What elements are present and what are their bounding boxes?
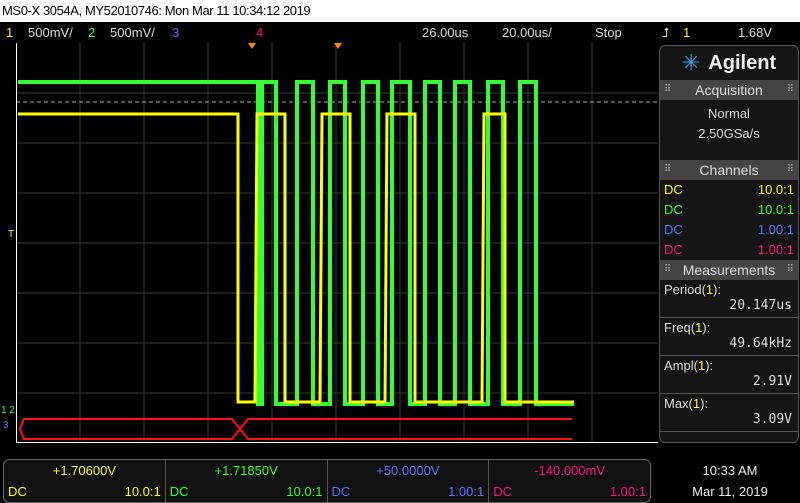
clock-date: Mar 11, 2019: [692, 484, 768, 499]
ch2-label[interactable]: 2: [88, 25, 96, 40]
sample-rate: 2.50GSa/s: [698, 126, 760, 141]
run-state[interactable]: Stop: [595, 25, 622, 40]
ch1-label[interactable]: 1: [6, 25, 14, 40]
measurement-name: Ampl(: [664, 358, 698, 373]
channel-coupling: DC: [664, 182, 683, 197]
ch2-waveform: [18, 80, 574, 406]
channel-offset: +1.70600V: [52, 463, 116, 478]
measurement-source: 1: [692, 396, 701, 411]
ground-marker[interactable]: 1 2: [1, 405, 15, 416]
measurement-name: Freq(: [664, 320, 696, 335]
measurement-item[interactable]: Freq(1): 49.64kHz: [660, 318, 798, 356]
channel-offset-cell[interactable]: -140.000mV DC 1.00:1: [489, 460, 650, 502]
graticule: [16, 43, 658, 443]
delay-marker[interactable]: [334, 43, 342, 49]
side-panel: ✳ Agilent Acquisition Normal 2.50GSa/s C…: [659, 45, 799, 443]
ch1-waveform: [18, 112, 574, 404]
channel-coupling: DC: [664, 242, 683, 257]
ch4-label[interactable]: 4: [256, 25, 264, 40]
ch1-scale[interactable]: 500mV/: [28, 25, 73, 40]
channel-coupling: DC: [664, 202, 683, 217]
channel-offset-cell[interactable]: +50.0000V DC 1.00:1: [328, 460, 490, 502]
rising-edge-icon: ⮥: [662, 25, 670, 40]
ch3-label[interactable]: 3: [172, 25, 180, 40]
measurement-suffix: ):: [700, 396, 709, 411]
measurement-item[interactable]: Ampl(1): 2.91V: [660, 356, 798, 394]
channel-offset: -140.000mV: [534, 463, 606, 478]
measurement-suffix: ):: [702, 320, 711, 335]
measurement-value: 2.91V: [660, 374, 798, 394]
measurements-header[interactable]: Measurements: [660, 260, 798, 280]
channel-row[interactable]: DC 1.00:1: [660, 220, 798, 240]
channel-coupling: DC: [8, 484, 27, 499]
agilent-spark-icon: ✳: [681, 50, 701, 75]
channel-coupling: DC: [493, 484, 513, 499]
trigger-source[interactable]: 1: [683, 25, 691, 40]
channels-header[interactable]: Channels: [660, 160, 798, 180]
channel-probe: 1.00:1: [609, 484, 646, 499]
measurement-name: Period(: [664, 282, 706, 297]
waveform-display[interactable]: [16, 43, 658, 443]
measurement-source: 1: [695, 320, 703, 335]
measurement-value: 3.09V: [660, 412, 798, 432]
acquisition-header[interactable]: Acquisition: [660, 80, 798, 100]
channel-coupling: DC: [169, 484, 189, 499]
clock: 10:33 AM Mar 11, 2019: [660, 460, 800, 502]
measurement-suffix: ):: [713, 282, 722, 297]
channel-probe: 10.0:1: [757, 202, 794, 217]
measurement-source: 1: [697, 358, 706, 373]
channel-offset-cell[interactable]: +1.71850V DC 10.0:1: [166, 460, 328, 502]
measurement-name: Max(: [664, 396, 693, 411]
channel-coupling: DC: [664, 222, 683, 237]
channel-row[interactable]: DC 1.00:1: [660, 240, 798, 260]
horizontal-delay[interactable]: 26.00us: [422, 25, 469, 40]
trigger-level-marker[interactable]: T: [8, 229, 15, 240]
channel-offset-bar: +1.70600V DC 10.0:1 +1.71850V DC 10.0:1 +50.00…: [3, 459, 651, 503]
channel-offset: +50.0000V: [376, 463, 440, 478]
channel-probe: 10.0:1: [757, 182, 794, 197]
top-status-bar: 1 500mV/ 2 500mV/ 3 4 26.00us 20.00us/ S…: [0, 22, 800, 44]
brand-logo: Agilent: [708, 51, 777, 74]
channel-probe: 10.0:1: [124, 484, 161, 499]
channel-coupling: DC: [331, 484, 351, 499]
serial-bus-decode: [18, 418, 572, 440]
channel-offset-cell[interactable]: +1.70600V DC 10.0:1: [4, 460, 166, 502]
channel-offset: +1.71850V: [214, 463, 278, 478]
channel-probe: 1.00:1: [448, 484, 485, 499]
clock-time: 10:33 AM: [702, 463, 758, 478]
channel-row[interactable]: DC 10.0:1: [660, 180, 798, 200]
channel-probe: 1.00:1: [757, 222, 794, 237]
channel-probe: 10.0:1: [286, 484, 323, 499]
timebase[interactable]: 20.00us/: [502, 25, 552, 40]
ch2-scale[interactable]: 500mV/: [110, 25, 155, 40]
measurement-source: 1: [705, 282, 714, 297]
measurement-value: 20.147us: [660, 298, 798, 318]
ch3-ground-marker[interactable]: 3: [3, 420, 9, 431]
channel-probe: 1.00:1: [757, 242, 794, 257]
window-title: MS0-X 3054A, MY52010746: Mon Mar 11 10:3…: [0, 0, 800, 22]
trigger-level[interactable]: 1.68V: [738, 25, 772, 40]
channel-row[interactable]: DC 10.0:1: [660, 200, 798, 220]
measurement-value: 49.64kHz: [660, 336, 798, 356]
trigger-position-marker[interactable]: [248, 43, 256, 49]
measurement-item[interactable]: Period(1): 20.147us: [660, 280, 798, 318]
measurement-suffix: ):: [705, 358, 714, 373]
measurement-item[interactable]: Max(1): 3.09V: [660, 394, 798, 432]
acquisition-mode: Normal: [708, 106, 750, 121]
